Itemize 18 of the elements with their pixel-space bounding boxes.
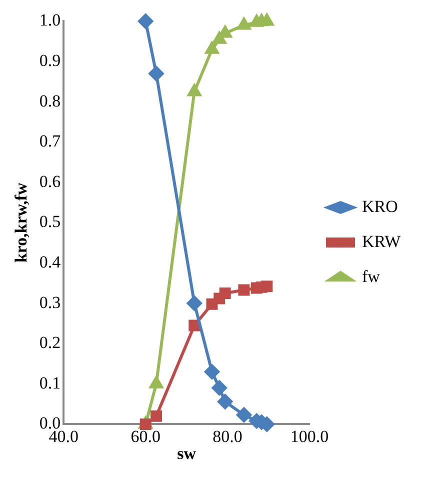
y-tick-label: 0.5	[39, 212, 61, 232]
legend-label: fw	[362, 266, 381, 286]
x-tick-label: 100.0	[290, 426, 329, 446]
x-tick-label: 60.0	[130, 426, 160, 446]
legend-label: KRO	[362, 196, 398, 216]
x-tick-label: 80.0	[212, 426, 242, 446]
y-tick-label: 0.3	[39, 292, 61, 312]
y-tick-label: 0.1	[39, 373, 61, 392]
y-tick-label: 0.2	[39, 333, 61, 352]
x-axis-title: sw	[177, 444, 197, 464]
legend-label: KRW	[362, 232, 402, 251]
y-tick-label: 0.6	[39, 172, 61, 191]
y-tick-label: 0.4	[39, 252, 62, 272]
y-tick-label: 0.8	[39, 91, 61, 110]
y-tick-label: 1.0	[39, 10, 61, 30]
y-tick-label: 0.7	[39, 132, 62, 151]
y-axis-title: kro,krw,fw	[12, 182, 31, 263]
y-tick-label: 0.9	[39, 50, 61, 70]
